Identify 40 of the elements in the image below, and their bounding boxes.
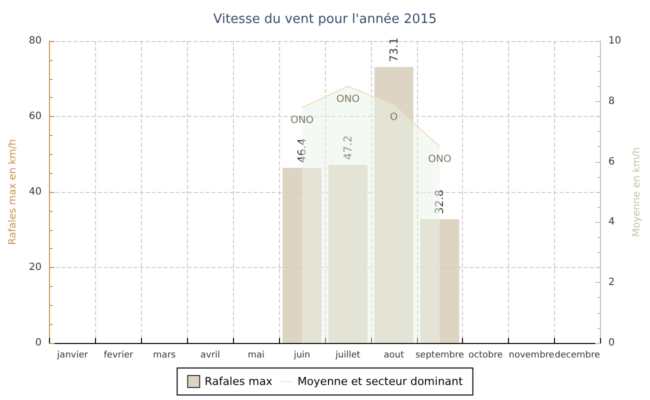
y2-tick-label: 8 <box>608 96 615 107</box>
data-label: 73.1 <box>387 38 400 62</box>
data-label: 32.8 <box>433 190 446 214</box>
y2-tick-label: 6 <box>608 156 615 168</box>
chart-title: Vitesse du vent pour l'année 2015 <box>213 12 437 27</box>
y2-axis-title: Moyenne en km/h <box>632 147 642 237</box>
y2-tick-label: 4 <box>608 216 615 228</box>
y-axis-title: Rafales max en km/h <box>8 139 18 245</box>
x-tick-label: janvier <box>56 350 88 360</box>
legend-label: Rafales max <box>204 375 273 388</box>
data-label: 47.2 <box>341 135 354 160</box>
y-tick-label: 20 <box>28 262 42 273</box>
x-tick-label: mai <box>248 350 265 360</box>
x-tick-label: mars <box>153 350 176 360</box>
x-tick-label: aout <box>384 350 404 360</box>
data-label: ONO <box>428 154 452 166</box>
x-tick-label: juillet <box>334 350 361 360</box>
x-tick-label: septembre <box>415 350 464 360</box>
bar <box>328 164 368 343</box>
y-tick-label: 0 <box>35 338 42 348</box>
data-label: 46.4 <box>296 138 309 163</box>
y-tick-label: 60 <box>28 111 42 122</box>
y-tick-label: 40 <box>28 186 42 198</box>
y2-tick-label: 0 <box>608 338 615 348</box>
x-tick-label: juin <box>292 350 310 360</box>
bar <box>374 67 414 343</box>
data-label: ONO <box>336 94 360 105</box>
y2-tick-label: 10 <box>608 36 622 46</box>
x-tick-label: avril <box>200 350 220 360</box>
x-tick-label: novembre <box>508 350 555 360</box>
data-label: O <box>390 112 398 123</box>
x-tick-label: fevrier <box>104 350 134 360</box>
y-tick-label: 80 <box>28 36 42 46</box>
legend-label: Moyenne et secteur dominant <box>297 375 464 388</box>
data-label: ONO <box>290 114 314 126</box>
y2-tick-label: 2 <box>608 277 615 288</box>
bar <box>282 168 322 343</box>
bar <box>420 219 460 343</box>
x-tick-label: octobre <box>468 350 504 360</box>
x-tick-label: decembre <box>554 350 601 360</box>
